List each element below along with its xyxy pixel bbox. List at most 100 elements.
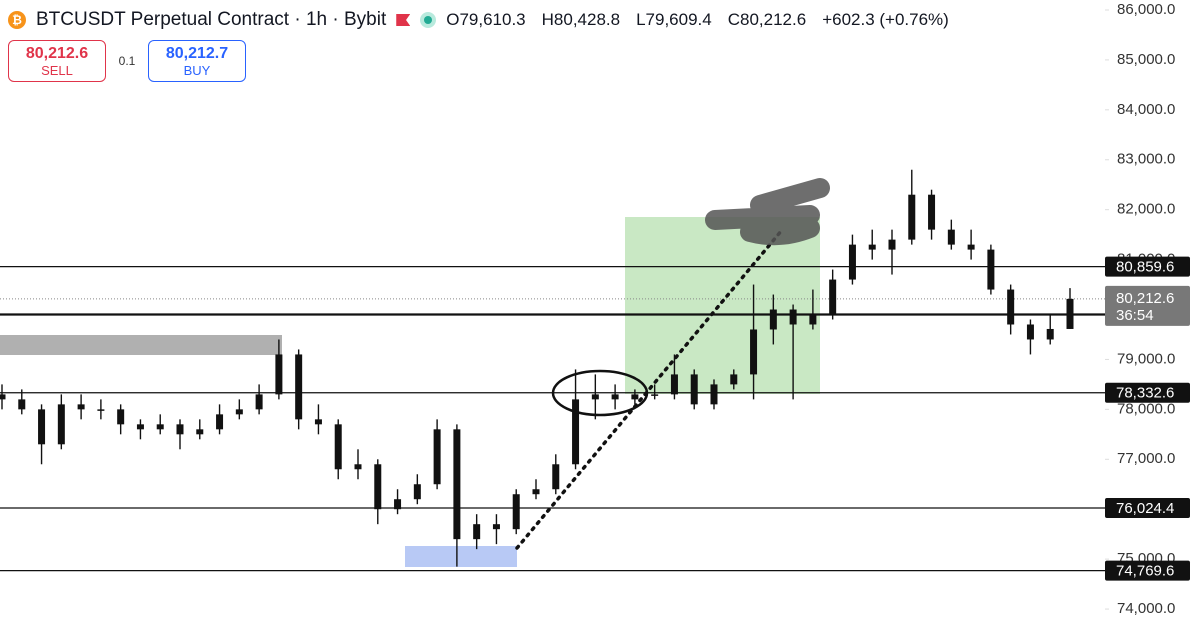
price-label: 74,769.6 [1116,563,1174,580]
candle-body [453,429,461,540]
candle-body [473,524,481,540]
candle-body [789,309,797,325]
candle-body [591,394,599,400]
y-tick-label: 84,000.0 [1117,101,1175,118]
candle-body [512,494,520,530]
candle-body [670,374,678,395]
candle-body [18,399,26,410]
ohlc-change: +602.3 (+0.76%) [822,10,949,29]
ohlc-open: O79,610.3 [446,10,526,29]
candle-body [947,229,955,245]
candle-body [928,194,936,230]
countdown: 36:54 [1116,307,1154,324]
flag-icon[interactable] [396,14,411,26]
quantity[interactable]: 0.1 [118,54,136,68]
candle-body [750,329,758,375]
y-tick-label: 78,000.0 [1117,400,1175,417]
candle-body [848,244,856,280]
y-tick-label: 79,000.0 [1117,350,1175,367]
price-label-box [1105,497,1190,518]
price-label-box [1105,560,1190,581]
price-label: 78,332.6 [1116,385,1174,402]
dotted-path [515,228,784,550]
candle-body [1026,324,1034,340]
sell-button[interactable]: 80,212.6 SELL [8,40,106,82]
y-tick-label: 86,000.0 [1117,1,1175,18]
candle-body [1066,298,1074,329]
candle-body [888,239,896,250]
candle-body [631,394,639,400]
circle-drawing [551,369,649,417]
ohlc-low: L79,609.4 [636,10,712,29]
candle-body [216,414,224,430]
y-tick-label: 82,000.0 [1117,201,1175,218]
buy-price: 80,212.7 [165,44,229,62]
candle-body [196,429,204,435]
scribble [705,178,830,246]
symbol-title: BTCUSDT Perpetual Contract · 1h · Bybit [36,9,387,30]
status-icon [420,12,437,28]
ohlc-close: C80,212.6 [727,10,807,29]
candle-body [987,249,995,290]
candle-body [156,424,164,430]
candle-body [374,464,382,510]
y-tick-label: 83,000.0 [1117,151,1175,168]
candle-body [77,404,85,410]
candle-body [552,464,560,490]
candle-body [492,524,500,530]
zone-box [405,546,517,567]
candle-body [334,424,342,470]
candle-body [235,409,243,415]
candle-body [176,424,184,435]
candle-body [0,394,6,400]
candle-body [769,309,777,330]
candle-body [611,394,619,400]
candle-body [908,194,916,240]
sell-label: SELL [41,62,73,78]
candle-body [651,394,659,396]
candle-body [572,399,580,465]
buy-button[interactable]: 80,212.7 BUY [148,40,246,82]
candle-body [97,409,105,411]
header: ₿ BTCUSDT Perpetual Contract · 1h · Bybi… [8,6,955,34]
price-label-box [1105,256,1190,277]
candle-body [354,464,362,470]
candle-body [433,429,441,485]
coin-icon: ₿ [8,11,26,29]
candle-body [690,374,698,405]
candle-body [38,409,46,445]
price-label: 76,024.4 [1116,500,1174,517]
ohlc-high: H80,428.8 [541,10,621,29]
current-price-label: 80,212.6 [1116,290,1174,307]
candle-body [967,244,975,250]
price-label: 80,859.6 [1116,259,1174,276]
order-buttons: 80,212.6 SELL 0.1 80,212.7 BUY [8,40,246,82]
y-tick-label: 74,000.0 [1117,600,1175,617]
candle-body [829,279,837,315]
candle-body [413,484,421,500]
price-label-box [1105,382,1190,403]
candle-body [295,354,303,420]
candle-body [532,489,540,495]
candle-body [136,424,144,430]
current-price-box [1105,285,1190,326]
buy-label: BUY [183,62,211,78]
candle-body [275,354,283,395]
candle-body [710,384,718,405]
y-tick-label: 85,000.0 [1117,51,1175,68]
candle-body [255,394,263,410]
candle-body [868,244,876,250]
candle-body [809,314,817,325]
zone-box [0,335,282,355]
candle-body [394,499,402,510]
y-tick-label: 77,000.0 [1117,450,1175,467]
candle-body [730,374,738,385]
target-box [625,217,820,394]
candle-body [57,404,65,445]
candle-body [1007,289,1015,325]
candle-body [117,409,125,425]
candle-body [1046,328,1054,340]
candle-body [314,419,322,425]
